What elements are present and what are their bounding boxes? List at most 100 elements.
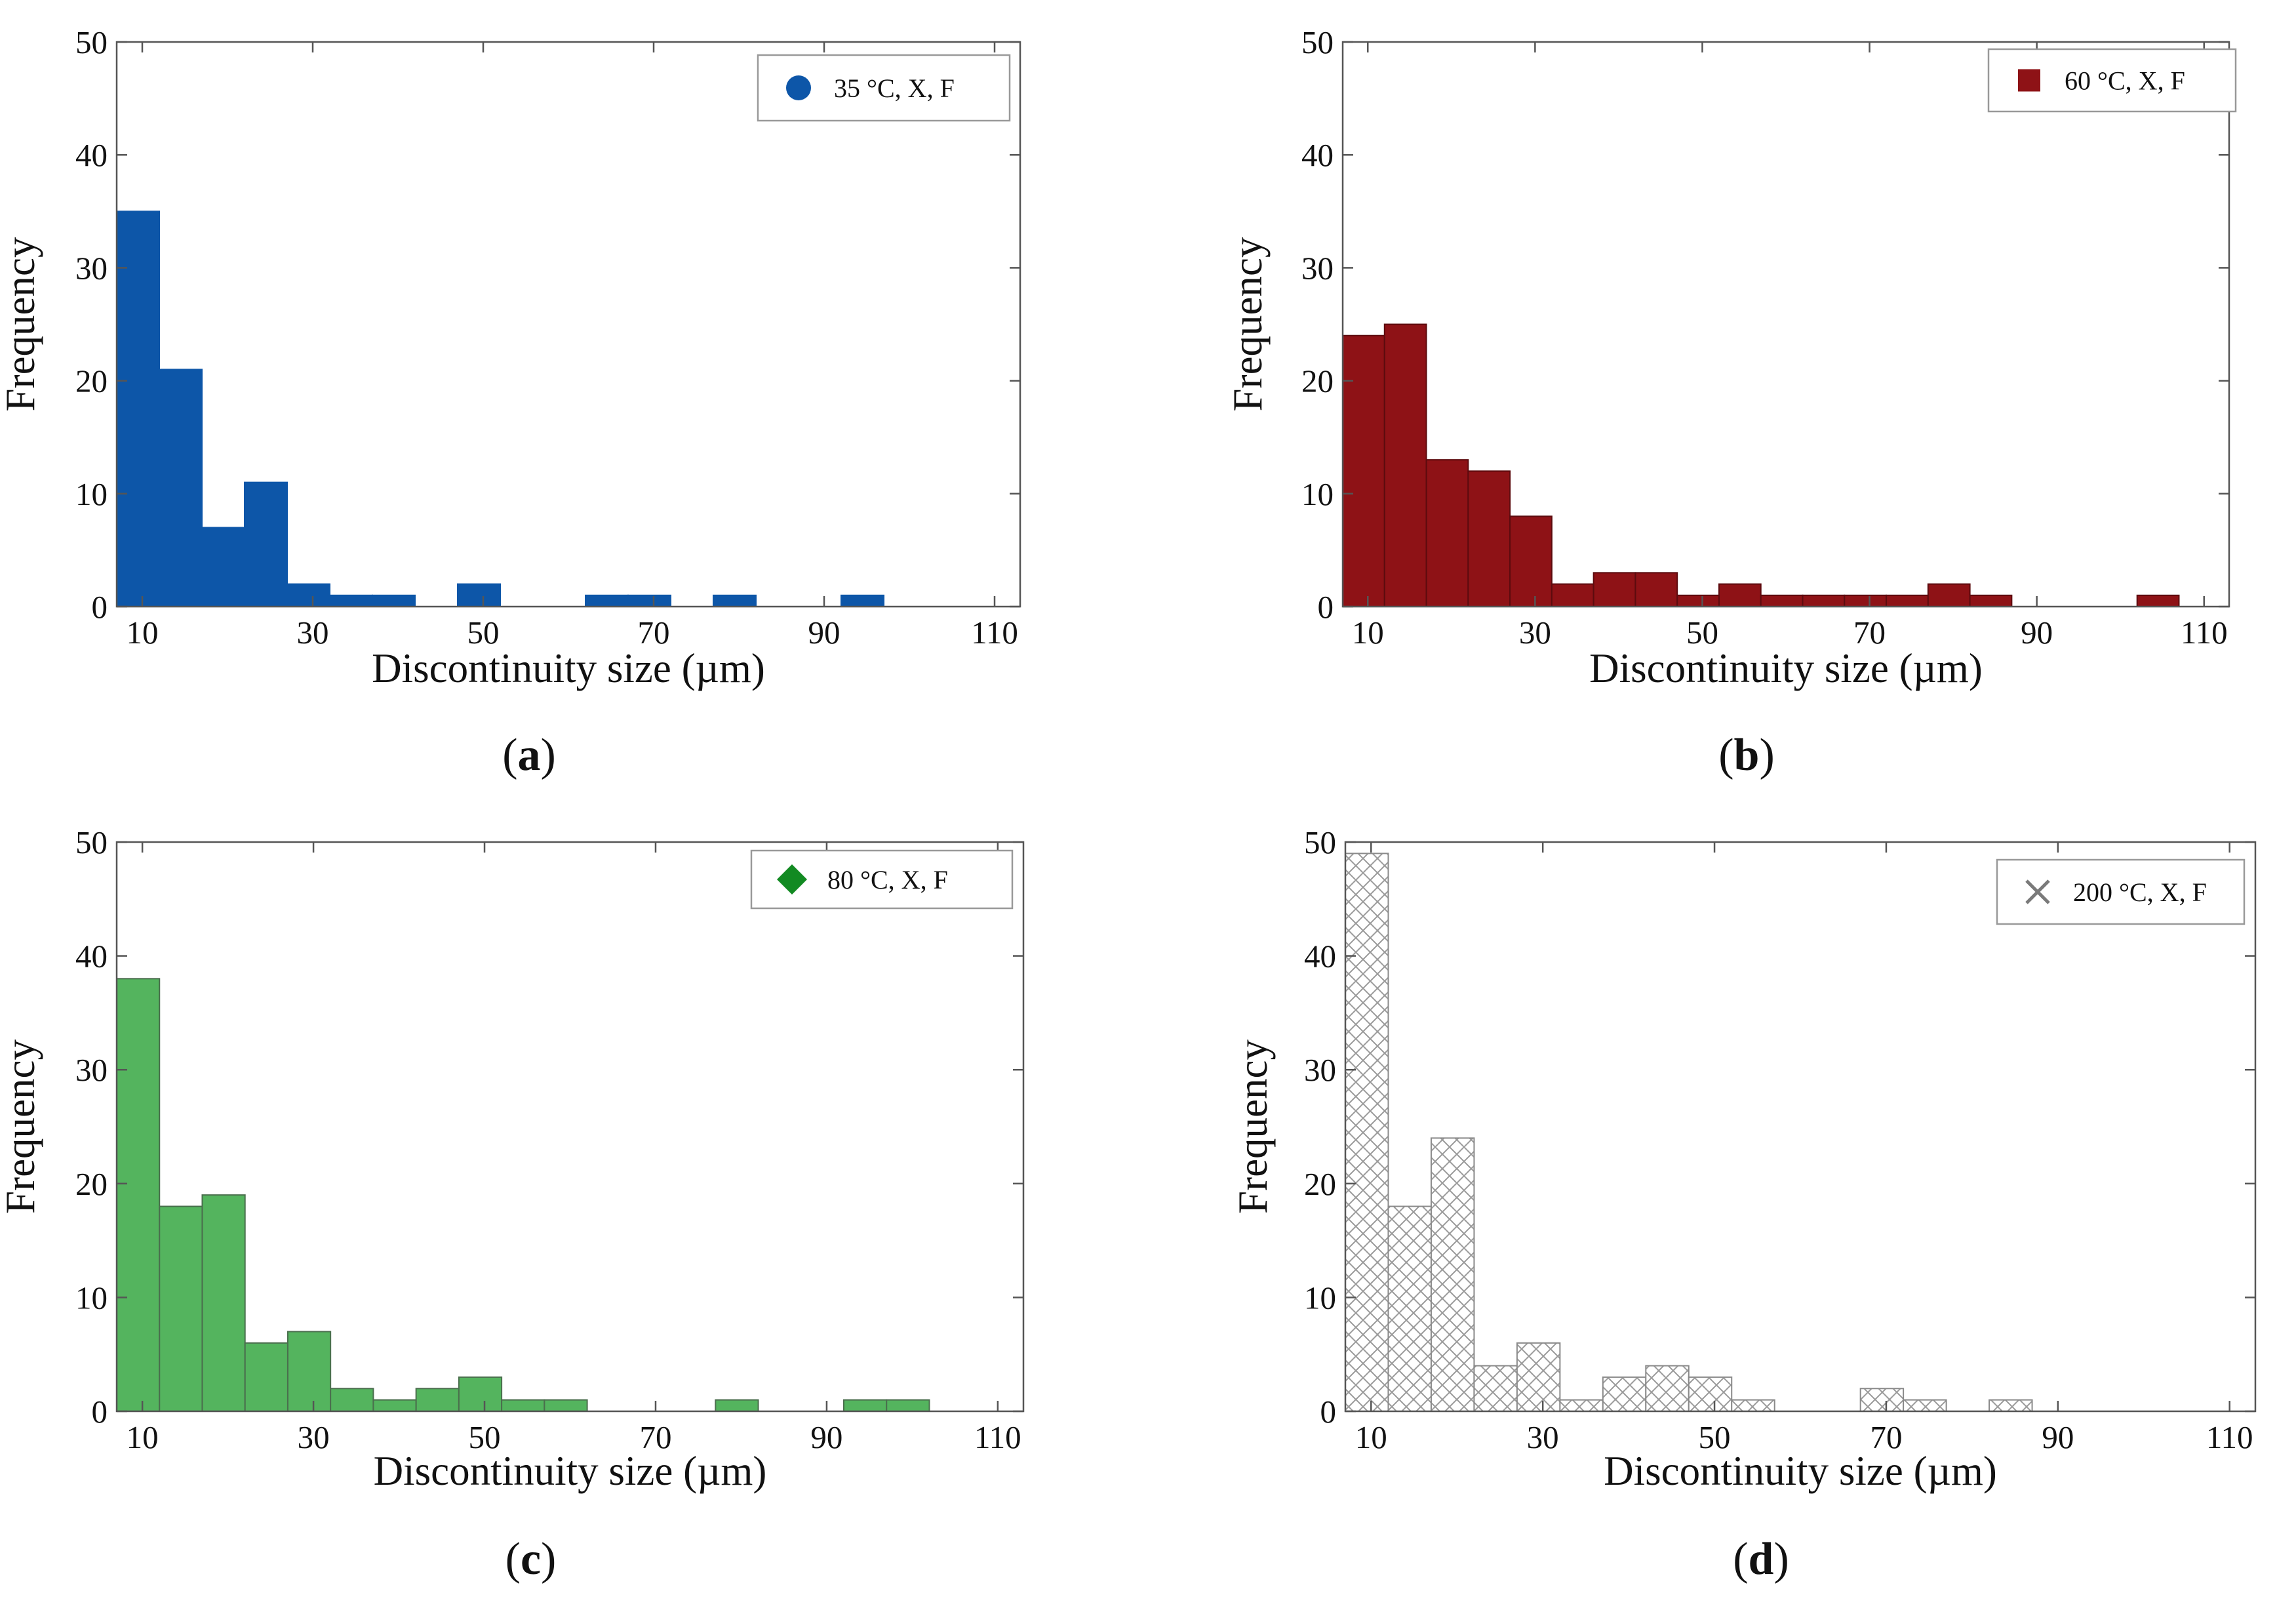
bar-d-0 bbox=[1345, 853, 1389, 1412]
bar-d-10 bbox=[1859, 1388, 1905, 1413]
x-tick-label-c-4: 90 bbox=[810, 1419, 842, 1455]
bar-c-13 bbox=[886, 1399, 930, 1412]
legend-marker-b bbox=[2018, 69, 2040, 92]
bar-b-15 bbox=[1969, 594, 2013, 608]
y-tick-label-a-0: 0 bbox=[92, 589, 108, 625]
y-tick-label-a-4: 40 bbox=[75, 137, 108, 173]
panel-label-letter-a: a bbox=[518, 730, 541, 780]
legend-box-b bbox=[1987, 48, 2237, 113]
x-tick-label-b-3: 70 bbox=[1853, 614, 1886, 651]
bar-a-1 bbox=[159, 369, 203, 607]
x-tick-label-b-4: 90 bbox=[2021, 614, 2053, 651]
x-axis-title-c: Discontinuity size (µm) bbox=[374, 1448, 767, 1494]
bar-d-12 bbox=[1989, 1399, 2033, 1412]
chart-panel-b: 0 10 20 30 40 50 10 30 50 70 90 110 Discontinuity si… bbox=[1225, 24, 2237, 780]
bar-d-2 bbox=[1430, 1137, 1475, 1412]
panel-label-open-paren-c: ( bbox=[505, 1534, 521, 1584]
bar-d-9 bbox=[1731, 1399, 1775, 1412]
y-tick-label-b-4: 40 bbox=[1301, 137, 1334, 173]
bar-d-7 bbox=[1645, 1365, 1690, 1413]
bar-d-6 bbox=[1602, 1376, 1647, 1412]
legend-label-d: 200 °C, X, F bbox=[2073, 877, 2207, 907]
bar-b-1 bbox=[1383, 323, 1427, 607]
y-tick-label-b-0: 0 bbox=[1318, 589, 1334, 625]
bar-b-14 bbox=[1927, 583, 1971, 607]
y-tick-label-c-5: 50 bbox=[75, 824, 108, 860]
y-tick-label-d-1: 10 bbox=[1304, 1279, 1336, 1316]
x-tick-label-c-0: 10 bbox=[127, 1419, 159, 1455]
y-tick-label-a-1: 10 bbox=[75, 476, 108, 512]
plot-frame-a bbox=[115, 41, 1021, 608]
bar-d-4 bbox=[1516, 1342, 1561, 1412]
x-tick-label-d-0: 10 bbox=[1355, 1419, 1387, 1455]
bar-a-9 bbox=[627, 594, 671, 608]
bar-a-4 bbox=[287, 583, 330, 607]
x-tick-label-c-2: 50 bbox=[469, 1419, 501, 1455]
panel-label-open-paren-d: ( bbox=[1733, 1534, 1748, 1584]
bar-b-11 bbox=[1802, 594, 1846, 608]
panel-label-letter-c: c bbox=[521, 1534, 541, 1584]
x-tick-label-d-1: 30 bbox=[1527, 1419, 1559, 1455]
bar-d-3 bbox=[1473, 1365, 1518, 1413]
x-tick-label-b-5: 110 bbox=[2181, 614, 2228, 651]
panel-label-open-paren-a: ( bbox=[502, 730, 517, 780]
bar-c-11 bbox=[715, 1399, 759, 1412]
x-tick-label-a-5: 110 bbox=[971, 614, 1018, 651]
bar-c-12 bbox=[843, 1399, 888, 1412]
chart-panel-a: 0 10 20 30 40 50 10 30 50 70 90 110 Discontinuity si… bbox=[0, 24, 1021, 780]
bar-a-5 bbox=[329, 594, 373, 608]
bar-b-10 bbox=[1760, 594, 1804, 608]
plot-frame-c bbox=[115, 841, 1025, 1413]
y-axis-title-b: Frequency bbox=[1225, 237, 1271, 411]
bar-b-6 bbox=[1593, 572, 1636, 608]
bar-c-4 bbox=[287, 1331, 332, 1412]
x-tick-label-a-3: 70 bbox=[638, 614, 670, 651]
bar-c-8 bbox=[458, 1376, 503, 1412]
bar-c-10 bbox=[544, 1399, 588, 1412]
bar-b-5 bbox=[1551, 583, 1594, 607]
legend-label-b: 60 °C, X, F bbox=[2065, 66, 2185, 96]
bar-d-11 bbox=[1903, 1399, 1947, 1412]
y-tick-label-d-2: 20 bbox=[1304, 1166, 1336, 1202]
y-tick-label-a-3: 30 bbox=[75, 250, 108, 286]
bar-d-8 bbox=[1688, 1376, 1733, 1412]
y-tick-label-b-1: 10 bbox=[1301, 476, 1334, 512]
chart-panel-c: 0 10 20 30 40 50 10 30 50 70 90 110 Discontinuity si… bbox=[0, 824, 1025, 1584]
y-tick-label-d-4: 40 bbox=[1304, 938, 1336, 975]
y-tick-label-c-0: 0 bbox=[92, 1394, 108, 1430]
legend-box-c bbox=[750, 849, 1014, 910]
bar-b-3 bbox=[1467, 470, 1511, 607]
x-tick-label-d-2: 50 bbox=[1699, 1419, 1731, 1455]
x-tick-label-d-3: 70 bbox=[1870, 1419, 1902, 1455]
x-tick-label-d-5: 110 bbox=[2206, 1419, 2253, 1455]
bar-c-7 bbox=[415, 1388, 460, 1413]
x-tick-label-b-0: 10 bbox=[1352, 614, 1384, 651]
x-tick-label-a-4: 90 bbox=[808, 614, 841, 651]
y-tick-label-c-4: 40 bbox=[75, 938, 108, 975]
y-tick-label-c-2: 20 bbox=[75, 1166, 108, 1202]
bar-d-1 bbox=[1387, 1205, 1432, 1413]
x-axis-title-a: Discontinuity size (µm) bbox=[372, 645, 765, 691]
bar-b-8 bbox=[1676, 594, 1720, 608]
x-tick-label-a-0: 10 bbox=[127, 614, 159, 651]
legend-c: 80 °C, X, F bbox=[750, 849, 1014, 910]
bar-a-11 bbox=[841, 594, 884, 608]
bar-b-7 bbox=[1634, 572, 1678, 608]
bar-c-2 bbox=[201, 1194, 246, 1413]
legend-marker-d bbox=[2025, 879, 2050, 904]
plot-frame-d bbox=[1344, 841, 2257, 1413]
y-tick-label-b-2: 20 bbox=[1301, 363, 1334, 399]
legend-b: 60 °C, X, F bbox=[1987, 48, 2237, 113]
panel-label-open-paren-b: ( bbox=[1718, 730, 1733, 780]
panel-label-letter-b: b bbox=[1734, 730, 1760, 780]
x-tick-label-c-5: 110 bbox=[974, 1419, 1021, 1455]
legend-marker-c bbox=[777, 864, 807, 895]
panel-label-close-paren-b: ) bbox=[1759, 730, 1774, 780]
y-tick-label-b-3: 30 bbox=[1301, 250, 1334, 286]
x-tick-label-b-1: 30 bbox=[1519, 614, 1551, 651]
panel-label-a: (a) bbox=[502, 730, 556, 780]
bar-c-3 bbox=[244, 1342, 288, 1412]
bar-c-1 bbox=[159, 1205, 203, 1413]
legend-marker-a bbox=[786, 75, 811, 100]
